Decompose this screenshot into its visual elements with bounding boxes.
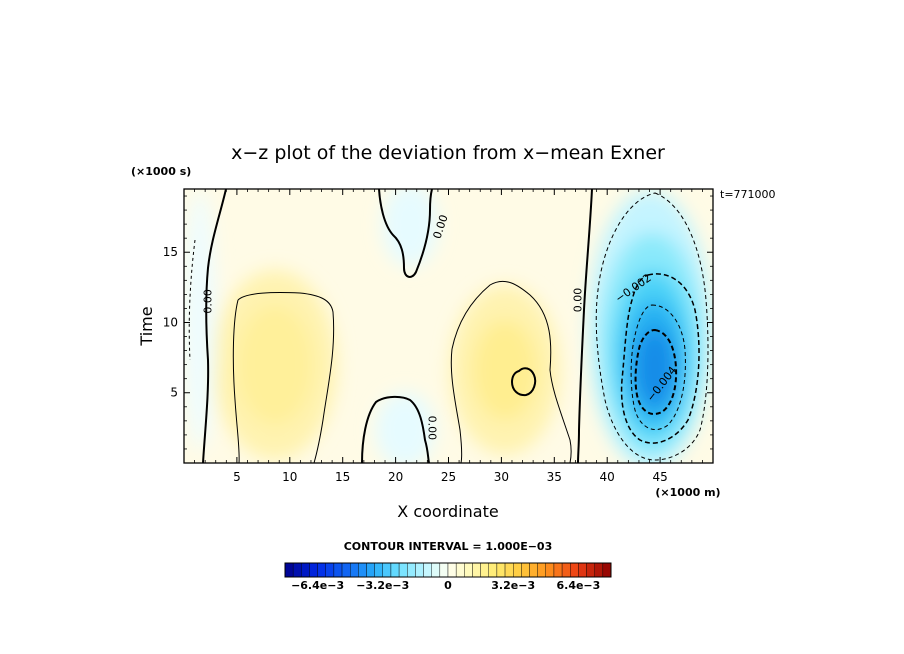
contour-label: 0.00 bbox=[572, 288, 585, 313]
contour-interval-text: CONTOUR INTERVAL = 1.000E−03 bbox=[344, 540, 553, 553]
colorbar-swatch bbox=[570, 562, 579, 578]
colorbar-swatch bbox=[521, 562, 530, 578]
colorbar-swatch bbox=[431, 562, 441, 578]
y-tick-label: 15 bbox=[163, 245, 178, 259]
contour-zero-right bbox=[577, 189, 593, 463]
colorbar-swatch bbox=[301, 562, 310, 578]
contour-zero-bottom bbox=[361, 395, 430, 463]
colorbar-swatch bbox=[292, 562, 302, 578]
colorbar-swatch bbox=[398, 562, 408, 578]
colorbar-swatch bbox=[309, 562, 318, 578]
time-stamp: t=771000 bbox=[720, 188, 776, 201]
x-tick-label: 30 bbox=[494, 470, 509, 484]
colorbar-swatch bbox=[415, 562, 424, 578]
contour-label: 0.00 bbox=[426, 416, 439, 441]
colorbar-swatch bbox=[545, 562, 555, 578]
x-tick-label: 40 bbox=[600, 470, 615, 484]
x-tick-label: 35 bbox=[547, 470, 562, 484]
contour-zero-left bbox=[202, 189, 227, 463]
colorbar-swatch bbox=[390, 562, 400, 578]
x-tick-label: 45 bbox=[652, 470, 667, 484]
x-axis-ticks: 5 10 15 20 25 30 35 40 45 bbox=[194, 189, 703, 484]
colorbar-swatch bbox=[439, 562, 449, 578]
colorbar-swatch bbox=[333, 562, 343, 578]
colorbar-frame bbox=[284, 562, 612, 578]
colorbar-swatch bbox=[578, 562, 587, 578]
colorbar-swatch bbox=[350, 562, 359, 578]
colorbar-swatch bbox=[602, 562, 612, 578]
y-axis-ticks: 5 10 15 bbox=[163, 195, 713, 450]
y-tick-label: 10 bbox=[163, 315, 178, 329]
x-unit-label: (×1000 m) bbox=[655, 486, 720, 499]
colorbar-swatch bbox=[341, 562, 351, 578]
colorbar-swatch bbox=[407, 562, 416, 578]
colorbar-swatch bbox=[423, 562, 432, 578]
colorbar-swatch bbox=[374, 562, 383, 578]
colorbar-swatch bbox=[366, 562, 375, 578]
colorbar-swatch bbox=[358, 562, 367, 578]
colorbar-tick-label: −3.2e−3 bbox=[356, 579, 409, 592]
contour-neg-002 bbox=[620, 273, 700, 444]
colorbar-swatch bbox=[504, 562, 514, 578]
x-tick-label: 5 bbox=[233, 470, 241, 484]
colorbar-swatch bbox=[325, 562, 335, 578]
shaded-field bbox=[184, 189, 713, 463]
colorbar-tick-label: 3.2e−3 bbox=[491, 579, 535, 592]
colorbar-swatch bbox=[464, 562, 473, 578]
x-axis-label: X coordinate bbox=[397, 502, 498, 521]
contour-label: 0.00 bbox=[201, 289, 214, 314]
contour-lines bbox=[188, 189, 709, 463]
x-tick-label: 25 bbox=[441, 470, 456, 484]
colorbar-swatch bbox=[594, 562, 604, 578]
colorbar-swatch bbox=[586, 562, 595, 578]
colorbar-tick-labels: −6.4e−3 −3.2e−3 0 3.2e−3 6.4e−3 bbox=[291, 579, 600, 592]
contour-neg-003 bbox=[630, 304, 686, 430]
colorbar-swatch bbox=[382, 562, 392, 578]
colorbar-swatch bbox=[513, 562, 522, 578]
colorbar-swatch bbox=[472, 562, 481, 578]
contour-zero-top bbox=[378, 189, 433, 278]
colorbar-swatch bbox=[284, 562, 294, 578]
colorbar-swatch bbox=[488, 562, 498, 578]
colorbar-swatch bbox=[480, 562, 489, 578]
colorbar-swatch bbox=[553, 562, 563, 578]
x-tick-label: 10 bbox=[282, 470, 297, 484]
colorbar-swatch bbox=[529, 562, 538, 578]
field-blobs bbox=[184, 189, 712, 463]
contour-neg-edge bbox=[188, 239, 196, 361]
colorbar-swatch bbox=[317, 562, 326, 578]
colorbar-tick-label: 0 bbox=[444, 579, 452, 592]
colorbar-tick-label: 6.4e−3 bbox=[556, 579, 600, 592]
y-tick-label: 5 bbox=[170, 386, 178, 400]
colorbar-swatch bbox=[496, 562, 506, 578]
y-unit-label: (×1000 s) bbox=[131, 165, 191, 178]
colorbar-swatch bbox=[447, 562, 457, 578]
contour-pos-peak bbox=[510, 367, 537, 397]
colorbar bbox=[284, 562, 612, 578]
x-tick-label: 15 bbox=[335, 470, 350, 484]
colorbar-swatch bbox=[455, 562, 465, 578]
colorbar-tick-label: −6.4e−3 bbox=[291, 579, 344, 592]
contour-neg-004 bbox=[634, 328, 678, 415]
contour-neg-001 bbox=[595, 192, 709, 461]
chart-title: x−z plot of the deviation from x−mean Ex… bbox=[231, 142, 665, 164]
y-axis-label: Time bbox=[137, 306, 156, 346]
contour-pos-center bbox=[450, 280, 572, 463]
x-tick-label: 20 bbox=[388, 470, 403, 484]
colorbar-swatch bbox=[537, 562, 547, 578]
contour-pos-left bbox=[232, 292, 335, 463]
colorbar-swatch bbox=[561, 562, 571, 578]
